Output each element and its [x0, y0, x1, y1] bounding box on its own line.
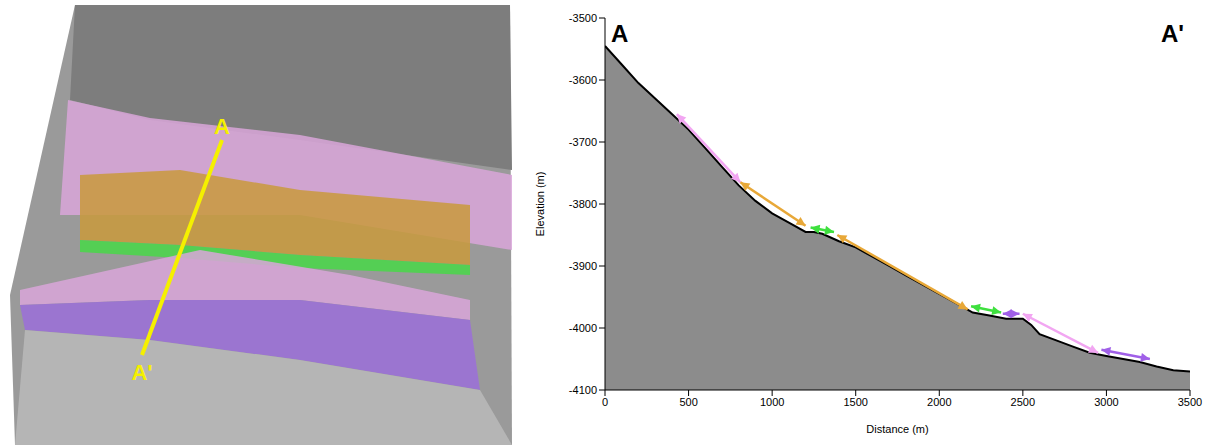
svg-text:-3600: -3600: [569, 74, 597, 86]
html-text:A: A: [611, 20, 629, 47]
svg-text:1000: 1000: [760, 396, 784, 408]
svg-text:3000: 3000: [1094, 396, 1118, 408]
html-text:A': A': [1161, 20, 1184, 47]
svg-text:A: A: [214, 114, 230, 139]
svg-text:A': A': [131, 360, 152, 385]
svg-text:3500: 3500: [1178, 396, 1202, 408]
svg-text:-3500: -3500: [569, 12, 597, 24]
svg-text:-3700: -3700: [569, 136, 597, 148]
svg-text:2000: 2000: [927, 396, 951, 408]
svg-text:-3900: -3900: [569, 260, 597, 272]
svg-text:2500: 2500: [1011, 396, 1035, 408]
svg-text:Distance (m): Distance (m): [866, 423, 928, 435]
svg-text:Elevation (m): Elevation (m): [534, 172, 546, 237]
svg-text:-3800: -3800: [569, 198, 597, 210]
svg-text:-4100: -4100: [569, 384, 597, 396]
svg-text:500: 500: [679, 396, 697, 408]
svg-text:0: 0: [602, 396, 608, 408]
svg-text:1500: 1500: [843, 396, 867, 408]
svg-text:-4000: -4000: [569, 322, 597, 334]
